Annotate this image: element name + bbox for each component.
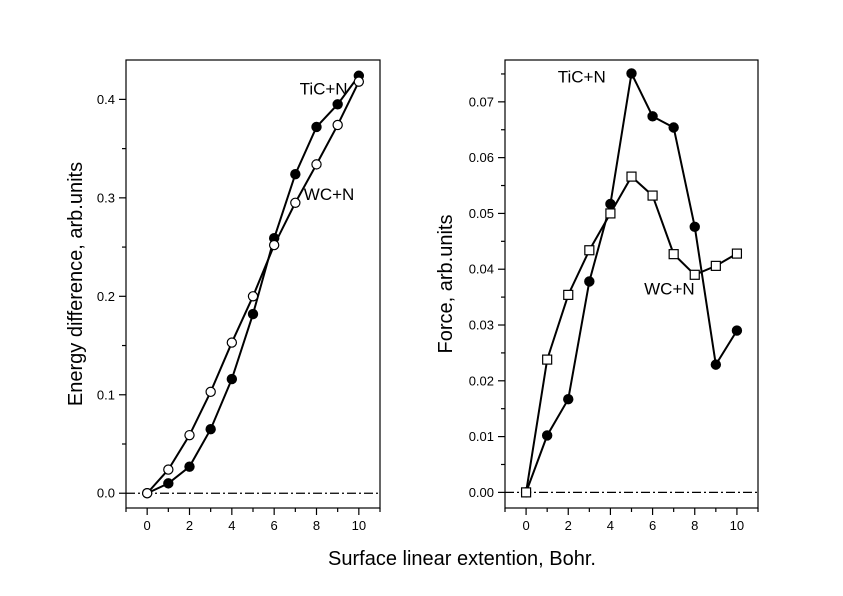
force-panel: 0 2 4 6 8 10 0.00 0.01 0.02 0.03 0.04 0.05 0.06 0.07 F… [435, 59, 759, 533]
x-tick-label: 6 [271, 518, 278, 533]
data-point [563, 289, 574, 300]
data-point [689, 269, 700, 280]
data-point [647, 190, 658, 201]
data-point [689, 221, 700, 233]
series-line [146, 81, 360, 494]
series-label: WC+N [304, 185, 355, 204]
data-point [520, 487, 532, 498]
data-point [542, 354, 553, 365]
energy-panel: 0 2 4 6 8 10 0.0 0.1 0.2 0.3 0.4 Energy difference,… [65, 59, 381, 533]
data-point [247, 308, 259, 320]
data-point [205, 424, 216, 435]
series-line [525, 70, 738, 493]
x-tick-label: 0 [144, 518, 151, 533]
series-line [146, 75, 360, 495]
data-point [541, 430, 553, 441]
data-point [141, 488, 153, 499]
data-point [184, 429, 195, 441]
series-tic-n: TiC+N [141, 70, 365, 499]
series-label: TiC+N [300, 79, 348, 98]
y-axis-title: Force, arb.units [435, 215, 457, 354]
x-tick-label: 8 [691, 518, 698, 533]
x-tick-label: 8 [313, 518, 320, 533]
y-tick-label: 0.06 [469, 150, 494, 165]
data-point [332, 119, 343, 131]
data-point [563, 394, 574, 405]
x-tick-label: 2 [565, 518, 572, 533]
data-point [668, 122, 679, 133]
series-line [525, 175, 738, 493]
data-point [290, 197, 301, 208]
series-label: WC+N [644, 279, 695, 298]
y-axis-title: Energy difference, arb.units [65, 162, 87, 406]
y-tick-label: 0.01 [469, 429, 494, 444]
data-point [311, 121, 322, 133]
series-label: TiC+N [558, 67, 606, 86]
data-point [626, 171, 637, 182]
x-axis-title: Surface linear extention, Bohr. [328, 548, 596, 570]
data-point [226, 337, 238, 348]
y-tick-label: 0.07 [469, 94, 494, 109]
plot-frame [504, 59, 759, 509]
x-tick-label: 6 [649, 518, 656, 533]
data-point [268, 239, 280, 251]
data-point [247, 291, 259, 302]
y-tick-label: 0.03 [469, 318, 494, 333]
data-point [710, 260, 721, 271]
y-tick-label: 0.00 [469, 485, 494, 500]
series-wc-n: WC+N [520, 171, 743, 498]
x-tick-label: 2 [186, 518, 193, 533]
y-tick-label: 0.3 [97, 190, 115, 205]
data-point [647, 111, 658, 122]
data-point [353, 76, 365, 87]
x-tick-label: 10 [352, 518, 366, 533]
data-point [626, 68, 637, 79]
data-point [163, 464, 174, 475]
y-tick-label: 0.04 [469, 262, 494, 277]
y-tick-label: 0.1 [97, 387, 115, 402]
data-point [731, 248, 743, 259]
series-tic-n: TiC+N [520, 67, 743, 498]
data-point [184, 461, 195, 472]
data-point [311, 159, 322, 170]
y-tick-label: 0.05 [469, 206, 494, 221]
x-tick-label: 0 [522, 518, 529, 533]
x-tick-label: 4 [228, 518, 235, 533]
data-point [584, 276, 595, 287]
series-wc-n: WC+N [141, 76, 365, 499]
y-tick-label: 0.0 [97, 486, 115, 501]
data-point [584, 245, 595, 256]
data-point [205, 386, 216, 398]
y-tick-label: 0.4 [97, 92, 115, 107]
data-point [163, 478, 174, 489]
y-tick-label: 0.02 [469, 373, 494, 388]
x-tick-label: 4 [607, 518, 614, 533]
data-point [332, 99, 343, 110]
data-point [605, 208, 616, 219]
data-point [710, 359, 722, 370]
data-point [668, 249, 679, 260]
x-tick-label: 10 [730, 518, 744, 533]
data-point [226, 373, 238, 385]
data-point [731, 325, 743, 336]
y-tick-label: 0.2 [97, 289, 115, 304]
data-point [290, 169, 301, 180]
